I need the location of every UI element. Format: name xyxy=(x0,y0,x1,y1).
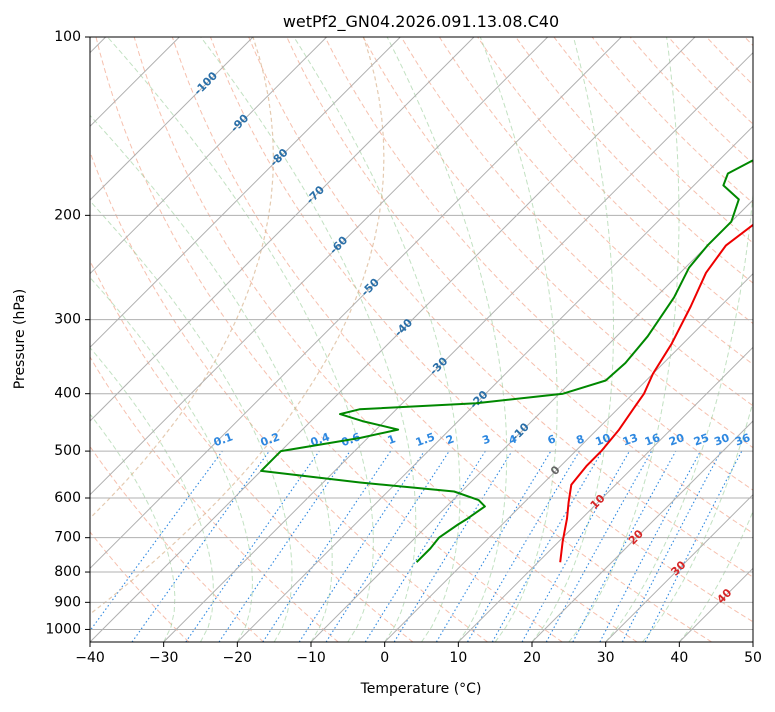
y-tick-label: 700 xyxy=(54,530,81,546)
x-tick-label: 0 xyxy=(380,650,389,666)
y-tick-label: 100 xyxy=(54,29,81,45)
y-axis-label: Pressure (hPa) xyxy=(12,289,28,389)
y-tick-label: 400 xyxy=(54,386,81,402)
x-tick-label: −20 xyxy=(223,650,253,666)
y-tick-label: 900 xyxy=(54,594,81,610)
x-tick-label: 20 xyxy=(523,650,541,666)
x-tick-label: 10 xyxy=(449,650,467,666)
y-tick-label: 200 xyxy=(54,207,81,223)
y-tick-label: 500 xyxy=(54,443,81,459)
y-tick-label: 600 xyxy=(54,490,81,506)
x-tick-label: 50 xyxy=(744,650,762,666)
x-tick-label: −40 xyxy=(75,650,105,666)
x-tick-label: 40 xyxy=(670,650,688,666)
chart-title: wetPf2_GN04.2026.091.13.08.C40 xyxy=(283,12,559,32)
y-tick-label: 800 xyxy=(54,564,81,580)
y-tick-label: 300 xyxy=(54,312,81,328)
x-axis-label: Temperature (°C) xyxy=(360,681,482,697)
x-tick-label: −10 xyxy=(296,650,326,666)
y-tick-label: 1000 xyxy=(45,621,81,637)
x-tick-label: 30 xyxy=(597,650,615,666)
x-tick-label: −30 xyxy=(149,650,179,666)
